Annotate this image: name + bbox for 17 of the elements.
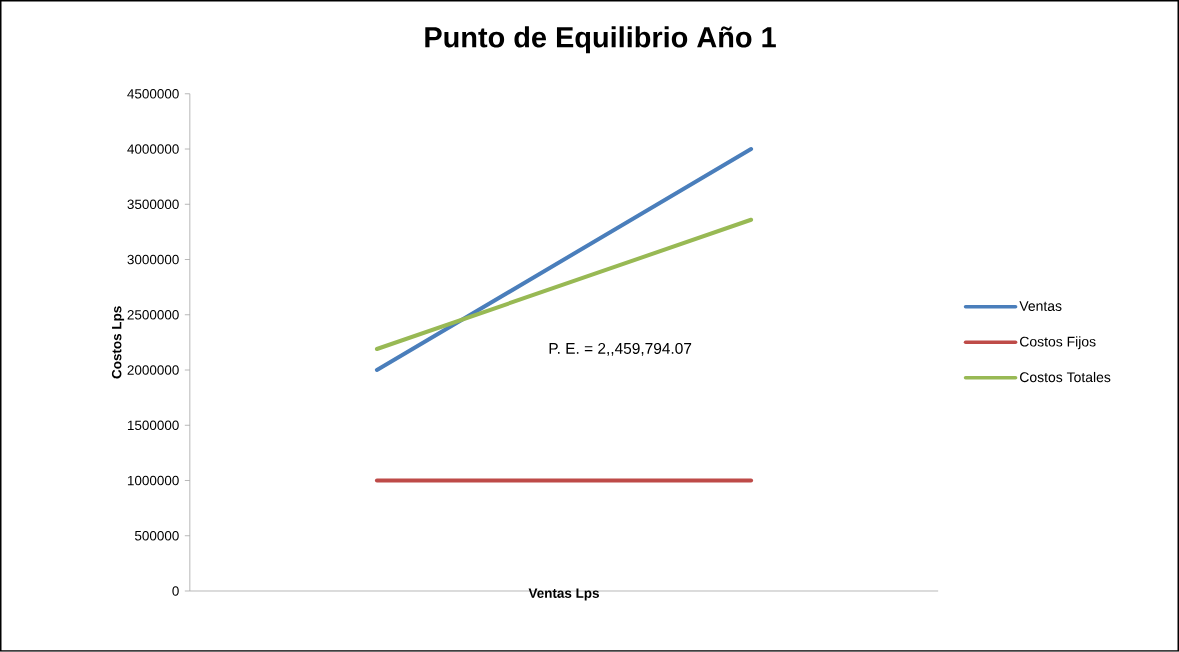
annotation: P. E. = 2,,459,794.07	[549, 343, 692, 356]
y-tick-label: 500000	[134, 531, 179, 541]
y-tick-label: 0	[172, 586, 179, 596]
y-tick-label: 4500000	[127, 89, 179, 99]
legend-label: Costos Totales	[1020, 372, 1111, 383]
chart-title: Punto de Equilibrio Año 1	[425, 26, 776, 54]
legend-label: Ventas	[1019, 301, 1062, 312]
y-tick-label: 3500000	[127, 199, 179, 210]
y-tick-label: 4000000	[127, 144, 179, 154]
y-tick-label: 2500000	[127, 310, 179, 320]
y-tick-label: 1000000	[127, 475, 179, 486]
legend-label: Costos Fijos	[1020, 336, 1096, 350]
x-axis-title: Ventas Lps	[528, 588, 599, 601]
y-axis-title: Costos Lps	[111, 306, 125, 379]
y-tick-label: 1500000	[127, 420, 179, 431]
y-tick-label: 2000000	[127, 365, 179, 375]
y-tick-label: 3000000	[127, 254, 179, 265]
